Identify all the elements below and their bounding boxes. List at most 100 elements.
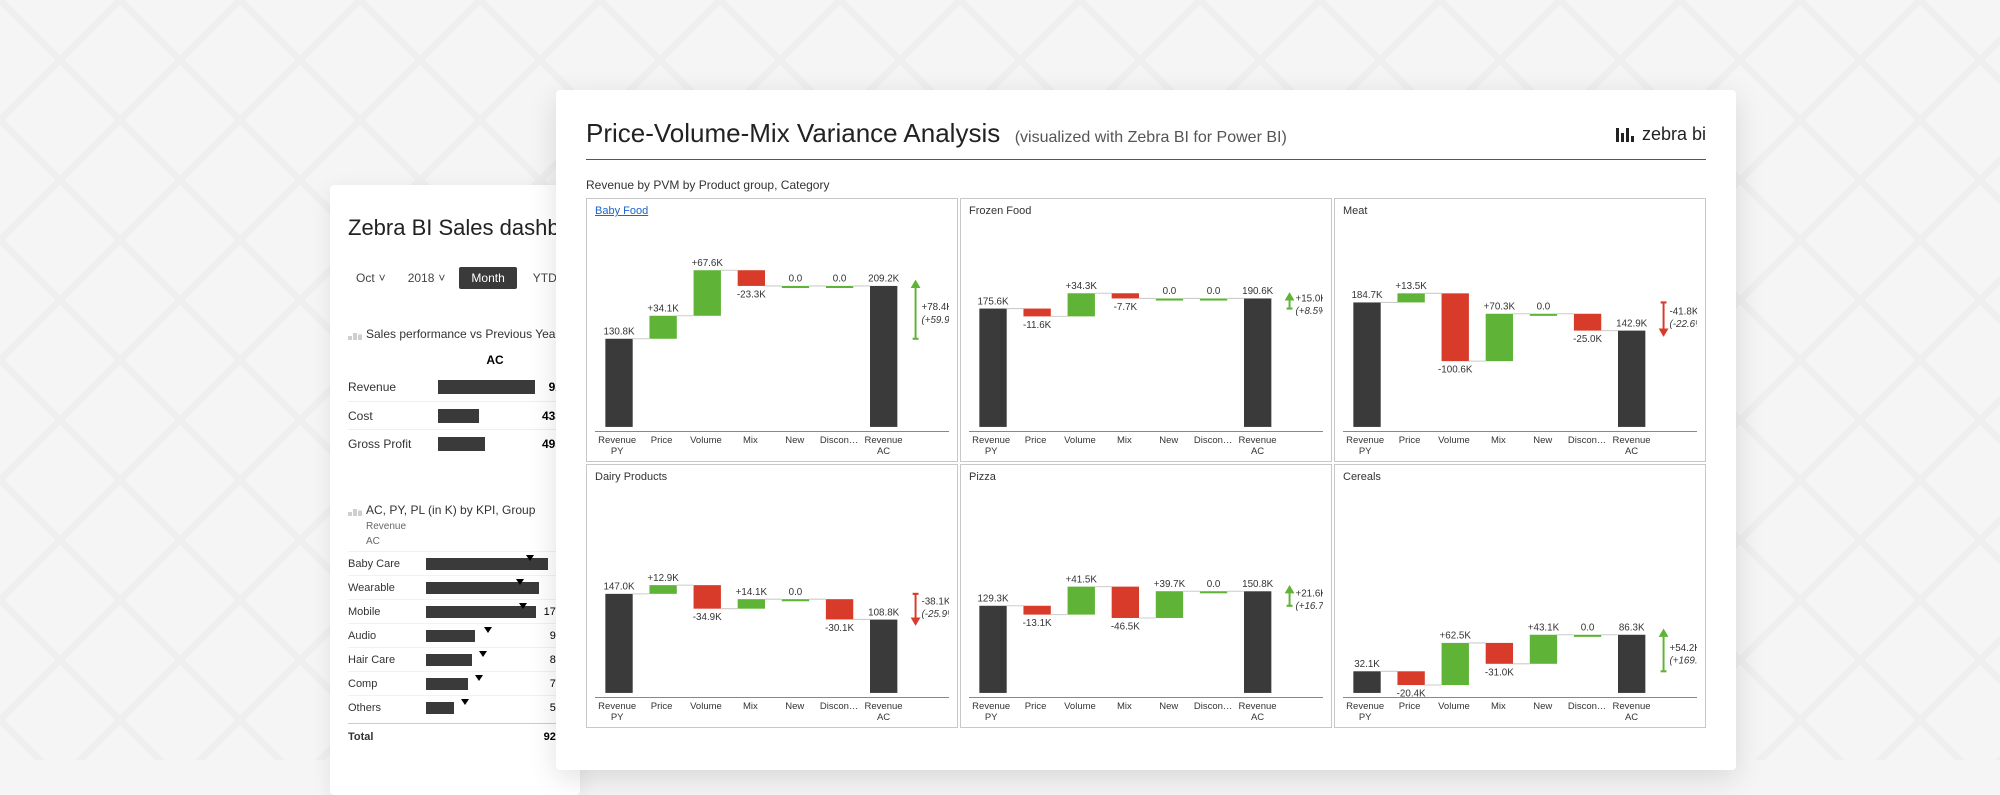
svg-text:0.0: 0.0 <box>833 273 847 284</box>
back-dashboard-card: Zebra BI Sales dashb Oct ˅ 2018 ˅ Month … <box>330 185 580 795</box>
svg-text:-31.0K: -31.0K <box>1485 667 1514 678</box>
panel-title[interactable]: Baby Food <box>595 205 949 217</box>
group-label: Audio <box>348 630 418 642</box>
month-value: Oct <box>356 271 375 285</box>
x-axis-label: Price <box>1387 702 1431 723</box>
group-bar <box>426 558 554 570</box>
x-axis-label: New <box>773 436 817 457</box>
svg-text:-23.3K: -23.3K <box>737 289 766 300</box>
x-axis-label: RevenueAC <box>861 702 905 723</box>
svg-text:(+8.5%): (+8.5%) <box>1295 306 1323 317</box>
svg-text:-100.6K: -100.6K <box>1438 364 1473 375</box>
x-axis-label: RevenuePY <box>969 702 1013 723</box>
kpi-row: Gross Profit 495 <box>348 429 562 457</box>
x-axis-label: RevenueAC <box>1235 436 1279 457</box>
brand: zebra bi <box>1616 124 1706 145</box>
x-axis-labels: RevenuePYPriceVolumeMixNewDiscon…Revenue… <box>595 431 949 457</box>
svg-text:+41.5K: +41.5K <box>1066 574 1098 585</box>
group-label: Others <box>348 702 418 714</box>
x-axis-label: New <box>773 702 817 723</box>
svg-text:-20.4K: -20.4K <box>1397 688 1426 697</box>
chevron-down-icon: ˅ <box>379 271 386 285</box>
svg-text:(+59.9%): (+59.9%) <box>921 315 949 326</box>
x-axis-label: RevenuePY <box>1343 702 1387 723</box>
svg-text:+39.7K: +39.7K <box>1154 579 1186 590</box>
svg-text:0.0: 0.0 <box>1581 622 1595 633</box>
svg-text:+34.3K: +34.3K <box>1066 281 1098 292</box>
x-axis-label: Mix <box>1102 436 1146 457</box>
front-analysis-card: Price-Volume-Mix Variance Analysis (visu… <box>556 90 1736 770</box>
x-axis-label: RevenuePY <box>595 702 639 723</box>
x-axis-labels: RevenuePYPriceVolumeMixNewDiscon…Revenue… <box>595 697 949 723</box>
svg-text:129.3K: 129.3K <box>977 593 1008 604</box>
x-axis-label: Mix <box>728 436 772 457</box>
waterfall-panel: Frozen Food175.6K-11.6K+34.3K-7.7K0.00.0… <box>960 198 1332 462</box>
group-label: Mobile <box>348 606 418 618</box>
svg-text:+67.6K: +67.6K <box>692 258 724 269</box>
x-axis-label: Volume <box>684 436 728 457</box>
x-axis-label: Volume <box>1432 702 1476 723</box>
waterfall-grid: Baby Food130.8K+34.1K+67.6K-23.3K0.00.02… <box>586 198 1706 728</box>
group-row: Mobile 173 <box>348 599 562 623</box>
group-rows: Baby Care Wearable Mobile 173Audio 92Hai… <box>348 551 562 719</box>
x-axis-label: Price <box>639 702 683 723</box>
svg-text:+43.1K: +43.1K <box>1528 622 1560 633</box>
x-axis-label: Volume <box>684 702 728 723</box>
svg-text:-34.9K: -34.9K <box>693 612 722 623</box>
panel-title: Meat <box>1343 205 1697 217</box>
svg-text:184.7K: 184.7K <box>1351 290 1382 301</box>
group-label: Wearable <box>348 582 418 594</box>
group-label: Comp <box>348 678 418 690</box>
panel-title: Dairy Products <box>595 471 949 483</box>
panel-title: Cereals <box>1343 471 1697 483</box>
svg-text:0.0: 0.0 <box>1163 286 1177 297</box>
chart-icon <box>348 330 362 340</box>
x-axis-label: Mix <box>1476 436 1520 457</box>
svg-text:+12.9K: +12.9K <box>647 573 679 584</box>
group-row: Others 52 <box>348 695 562 719</box>
kpi-bar <box>438 437 528 451</box>
kpi-row: Cost 433 <box>348 401 562 429</box>
year-dropdown[interactable]: 2018 ˅ <box>400 269 454 287</box>
group-row: Wearable <box>348 575 562 599</box>
kpi-bar <box>438 409 528 423</box>
group-bar <box>426 630 542 642</box>
month-dropdown[interactable]: Oct ˅ <box>348 269 394 287</box>
group-bar <box>426 582 554 594</box>
perf-subtitle: Sales performance vs Previous Year vs <box>348 327 562 341</box>
kpi-label: Gross Profit <box>348 437 428 451</box>
back-title: Zebra BI Sales dashb <box>348 215 562 241</box>
svg-text:0.0: 0.0 <box>789 587 803 598</box>
x-axis-label: Discon… <box>1191 702 1235 723</box>
chevron-down-icon: ˅ <box>438 271 445 285</box>
svg-text:+15.0K: +15.0K <box>1295 293 1323 304</box>
waterfall-panel: Dairy Products147.0K+12.9K-34.9K+14.1K0.… <box>586 464 958 728</box>
group-bar <box>426 678 542 690</box>
x-axis-label: RevenueAC <box>1609 436 1653 457</box>
x-axis-label: Price <box>1387 436 1431 457</box>
waterfall-panel: Pizza129.3K-13.1K+41.5K-46.5K+39.7K0.015… <box>960 464 1332 728</box>
x-axis-label: Discon… <box>1565 436 1609 457</box>
svg-text:-38.1K: -38.1K <box>921 596 949 607</box>
svg-text:108.8K: 108.8K <box>868 607 899 618</box>
svg-text:-11.6K: -11.6K <box>1023 320 1051 331</box>
waterfall-panel: Meat184.7K+13.5K-100.6K+70.3K0.0-25.0K14… <box>1334 198 1706 462</box>
svg-text:(+169.2%): (+169.2%) <box>1669 655 1697 666</box>
x-axis-label: Discon… <box>817 702 861 723</box>
x-axis-label: Price <box>639 436 683 457</box>
group-row: Comp 78 <box>348 671 562 695</box>
perf-label: Sales performance vs Previous Year vs <box>366 327 575 341</box>
svg-text:-13.1K: -13.1K <box>1023 618 1052 629</box>
x-axis-label: Volume <box>1432 436 1476 457</box>
svg-text:+62.5K: +62.5K <box>1440 630 1472 641</box>
svg-text:+34.1K: +34.1K <box>647 303 679 314</box>
group-total-row: Total 928 <box>348 723 562 749</box>
front-subtitle: (visualized with Zebra BI for Power BI) <box>1015 129 1287 146</box>
brand-text: zebra bi <box>1642 124 1706 145</box>
x-axis-labels: RevenuePYPriceVolumeMixNewDiscon…Revenue… <box>1343 431 1697 457</box>
group-row: Baby Care <box>348 551 562 575</box>
month-button[interactable]: Month <box>459 267 516 289</box>
x-axis-label: Discon… <box>1191 436 1235 457</box>
x-axis-label: RevenueAC <box>861 436 905 457</box>
x-axis-label: Price <box>1013 436 1057 457</box>
